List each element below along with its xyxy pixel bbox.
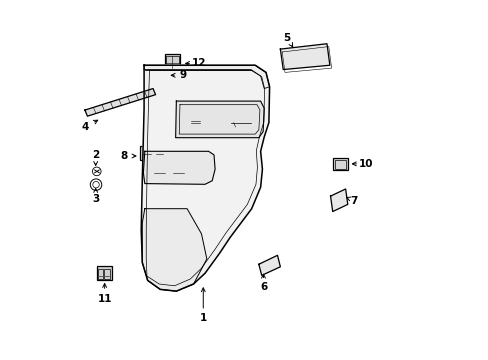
- Bar: [149, 156, 196, 181]
- Bar: [97, 266, 112, 280]
- Polygon shape: [144, 65, 269, 89]
- Text: 10: 10: [359, 159, 373, 169]
- Text: 7: 7: [349, 196, 357, 206]
- Polygon shape: [280, 44, 329, 69]
- Text: 3: 3: [92, 194, 99, 204]
- Bar: [147, 68, 167, 79]
- Polygon shape: [330, 189, 347, 212]
- Bar: [140, 146, 170, 160]
- Bar: [334, 159, 346, 169]
- Polygon shape: [258, 255, 280, 275]
- Text: 6: 6: [259, 282, 266, 292]
- Polygon shape: [143, 151, 215, 184]
- Bar: [155, 148, 165, 159]
- Bar: [203, 114, 215, 128]
- Bar: [156, 70, 163, 78]
- Bar: [148, 70, 155, 78]
- Bar: [98, 269, 103, 279]
- Bar: [228, 111, 253, 131]
- Text: 4: 4: [81, 122, 88, 132]
- Bar: [187, 110, 219, 130]
- Text: 9: 9: [180, 70, 187, 80]
- Polygon shape: [142, 209, 206, 291]
- Bar: [170, 159, 186, 179]
- Bar: [164, 54, 180, 69]
- Bar: [333, 158, 347, 170]
- Bar: [188, 114, 201, 128]
- Bar: [165, 55, 179, 68]
- Bar: [142, 148, 152, 159]
- Text: 2: 2: [92, 150, 99, 160]
- Text: 5: 5: [282, 33, 289, 43]
- Bar: [151, 159, 167, 179]
- Bar: [104, 269, 109, 279]
- Text: 12: 12: [191, 58, 205, 68]
- Text: 1: 1: [199, 313, 206, 323]
- Polygon shape: [141, 65, 269, 291]
- Polygon shape: [85, 89, 155, 116]
- Text: 11: 11: [97, 294, 112, 304]
- Polygon shape: [175, 101, 264, 138]
- Text: 8: 8: [120, 151, 127, 161]
